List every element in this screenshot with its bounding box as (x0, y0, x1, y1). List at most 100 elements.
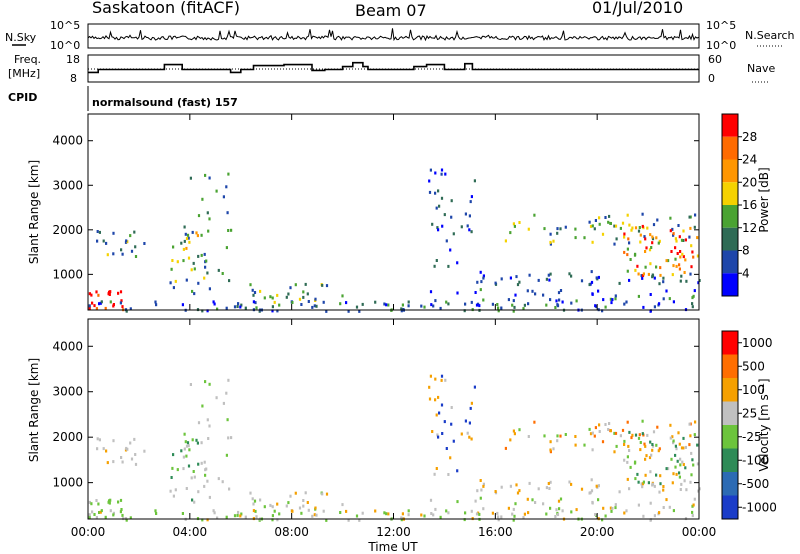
power-cell (588, 220, 591, 224)
power-cell (400, 307, 403, 311)
power-cell (658, 239, 661, 243)
velocity-cell (583, 443, 586, 447)
velocity-cell (325, 492, 329, 496)
velocity-cell (598, 430, 601, 433)
power-cell (109, 300, 112, 304)
velocity-cell (680, 446, 684, 450)
velocity-cell (637, 436, 641, 440)
power-cell (625, 300, 628, 304)
velocity-cell (437, 435, 440, 439)
power-cell (227, 229, 230, 232)
power-cell (615, 237, 618, 241)
velocity-cell (689, 480, 692, 484)
power-cell (549, 242, 552, 246)
velocity-cell (197, 462, 200, 466)
power-cell (206, 309, 209, 313)
velocity-cell (674, 444, 677, 448)
velocity-cell (659, 474, 662, 478)
velocity-cell (434, 398, 437, 402)
power-cell (291, 301, 294, 304)
velocity-cell (478, 512, 481, 516)
velocity-cell (480, 488, 483, 492)
velocity-cell (623, 443, 626, 446)
velocity-cell (201, 518, 204, 522)
power-cell (255, 306, 258, 310)
velocity-cell (641, 419, 644, 423)
velocity-cell (662, 506, 665, 509)
power-cell (689, 272, 692, 276)
power-cell (183, 239, 186, 243)
velocity-cell (642, 514, 645, 518)
velocity-cell (691, 458, 694, 462)
power-cell (591, 292, 594, 296)
velocity-cell (207, 437, 210, 440)
power-cell (597, 275, 600, 279)
power-cell (574, 236, 577, 240)
colorbar-swatch (722, 273, 738, 296)
velocity-cell (542, 502, 545, 506)
power-cell (643, 235, 646, 239)
power-cell (468, 228, 471, 232)
velocity-cell (423, 514, 426, 518)
y-tick-label: 3000 (52, 385, 83, 399)
power-cell (670, 250, 673, 253)
power-cell (435, 206, 438, 210)
power-cell (556, 231, 559, 235)
power-cell (206, 211, 209, 215)
velocity-cell (180, 449, 183, 453)
power-cell (640, 274, 643, 278)
velocity-cell (217, 477, 220, 481)
velocity-cell (588, 491, 591, 495)
power-cell (628, 223, 631, 227)
velocity-cell (528, 481, 531, 485)
power-cell (225, 306, 228, 310)
velocity-cell (693, 433, 696, 437)
power-cell (614, 297, 617, 301)
velocity-cell (601, 518, 604, 522)
velocity-cell (125, 518, 128, 522)
velocity-cell (188, 448, 191, 452)
velocity-cell (183, 447, 186, 451)
velocity-cell (434, 377, 437, 381)
velocity-cell (637, 503, 640, 507)
velocity-cell (306, 501, 309, 504)
power-cell (437, 228, 440, 232)
y-tick-label: 3000 (52, 178, 83, 192)
power-cell (237, 302, 240, 306)
velocity-cell (669, 436, 672, 440)
power-cell (545, 303, 548, 307)
power-cell (121, 305, 124, 309)
power-cell (648, 248, 652, 252)
power-cell (665, 289, 668, 293)
power-cell (561, 300, 564, 304)
velocity-cell (527, 435, 530, 438)
power-cell (228, 279, 231, 283)
power-cell (437, 189, 440, 193)
power-cell (479, 270, 482, 274)
velocity-cell (307, 508, 310, 512)
power-cell (494, 281, 497, 285)
velocity-cell (613, 450, 616, 454)
velocity-cell (197, 421, 201, 425)
power-cell (679, 255, 682, 259)
power-cell (420, 304, 423, 308)
power-cell (191, 230, 194, 234)
power-cell (653, 276, 656, 280)
velocity-cell (407, 513, 410, 517)
velocity-cell (294, 491, 297, 495)
power-cell (468, 214, 471, 218)
power-cell (641, 274, 645, 277)
power-cell (619, 226, 622, 230)
power-cell (196, 234, 199, 238)
velocity-cell (185, 454, 188, 458)
velocity-cell (226, 418, 229, 422)
power-cell (429, 168, 432, 172)
velocity-cell (445, 509, 448, 513)
power-cell (549, 272, 552, 276)
x-tick-label: 04:00 (173, 525, 208, 539)
velocity-cell (691, 514, 694, 518)
power-cell (130, 249, 134, 253)
power-cell (192, 261, 195, 265)
velocity-cell (429, 374, 432, 378)
velocity-cell (88, 515, 91, 519)
